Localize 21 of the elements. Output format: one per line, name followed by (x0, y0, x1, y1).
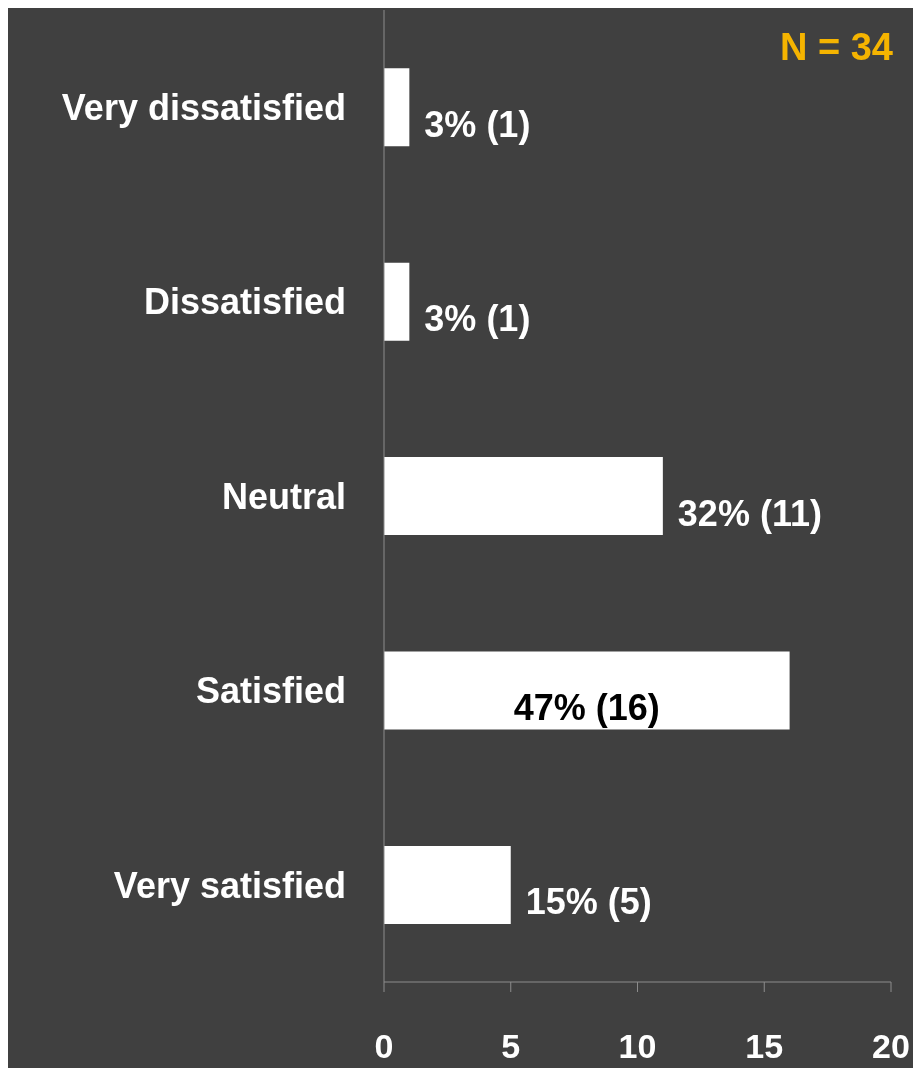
y-tick-label: Very satisfied (113, 864, 346, 906)
y-tick-label: Dissatisfied (143, 281, 346, 323)
data-label: 3% (1) (424, 103, 531, 145)
x-tick-label: 5 (501, 1027, 521, 1066)
annotation: N = 34 (779, 26, 893, 69)
x-tick-label: 20 (872, 1027, 910, 1066)
y-tick-label: Satisfied (195, 670, 346, 712)
bar (384, 262, 410, 341)
x-tick-label: 0 (374, 1027, 394, 1066)
data-label: 3% (1) (424, 298, 531, 340)
x-tick-label: 15 (745, 1027, 784, 1066)
bar (384, 845, 511, 924)
bar (384, 651, 790, 730)
bar (384, 457, 663, 536)
y-tick-label: Neutral (221, 475, 346, 517)
bar (384, 68, 410, 147)
y-tick-label: Very dissatisfied (61, 86, 346, 128)
data-label: 15% (5) (525, 881, 652, 923)
x-tick-label: 10 (618, 1027, 657, 1066)
data-label: 47% (16) (513, 687, 660, 729)
data-label: 32% (11) (677, 492, 822, 534)
